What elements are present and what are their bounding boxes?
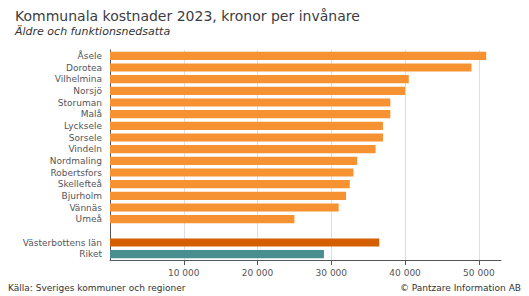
svg-text:Malå: Malå <box>81 109 102 119</box>
svg-text:Åsele: Åsele <box>78 50 103 61</box>
svg-text:10 000: 10 000 <box>168 268 200 278</box>
svg-text:Umeå: Umeå <box>76 214 102 224</box>
svg-text:Nordmaling: Nordmaling <box>50 156 102 166</box>
svg-text:Storuman: Storuman <box>58 98 102 108</box>
svg-text:30 000: 30 000 <box>316 268 348 278</box>
svg-text:Skellefteå: Skellefteå <box>58 179 102 189</box>
svg-text:40 000: 40 000 <box>389 268 421 278</box>
svg-text:Robertsfors: Robertsfors <box>50 168 102 178</box>
svg-text:Norsjö: Norsjö <box>73 86 102 96</box>
svg-text:Källa: Sveriges kommuner och r: Källa: Sveriges kommuner och regioner <box>8 283 186 293</box>
svg-text:Vindeln: Vindeln <box>68 144 102 154</box>
svg-text:Bjurholm: Bjurholm <box>62 191 102 201</box>
svg-text:Riket: Riket <box>79 249 102 259</box>
svg-text:Västerbottens län: Västerbottens län <box>23 238 102 248</box>
svg-text:20 000: 20 000 <box>242 268 274 278</box>
svg-text:Äldre och funktionsnedsatta: Äldre och funktionsnedsatta <box>14 25 170 38</box>
svg-text:© Pantzare Information AB: © Pantzare Information AB <box>400 283 521 293</box>
svg-text:Dorotea: Dorotea <box>66 63 102 73</box>
svg-text:Kommunala kostnader 2023, kron: Kommunala kostnader 2023, kronor per inv… <box>15 8 360 24</box>
svg-text:Lycksele: Lycksele <box>64 121 102 131</box>
svg-text:Sorsele: Sorsele <box>69 133 103 143</box>
svg-text:Vilhelmina: Vilhelmina <box>55 74 102 84</box>
svg-text:50 000: 50 000 <box>463 268 495 278</box>
svg-text:Vännäs: Vännäs <box>69 203 102 213</box>
